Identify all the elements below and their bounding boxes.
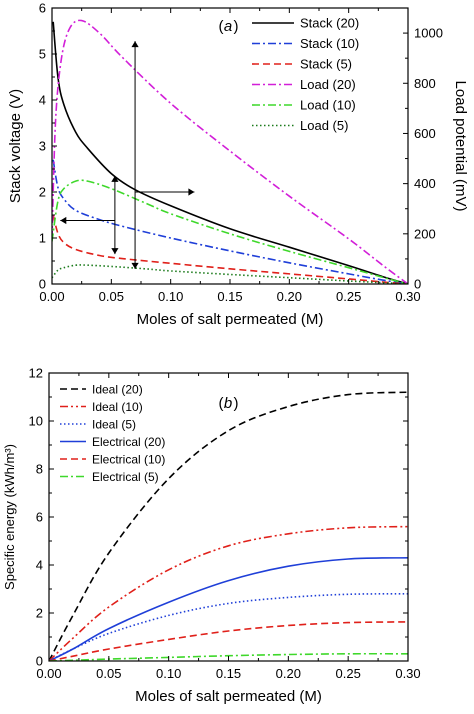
- arrowhead-up: [111, 175, 119, 182]
- y-axis-label: Specific energy (kWh/m³): [2, 444, 17, 590]
- y-tick-label: 5: [39, 47, 46, 62]
- series-line-stack-5: [52, 214, 408, 284]
- y-tick-label: 0: [36, 654, 43, 669]
- panel-paren-close: ): [234, 395, 239, 412]
- y-axis-label: Stack voltage (V): [7, 89, 24, 203]
- legend-label: Ideal (5): [92, 418, 136, 432]
- x-tick-label: 0.30: [395, 666, 420, 681]
- arrowhead-down: [131, 262, 139, 269]
- y-tick-label: 3: [39, 139, 46, 154]
- arrowhead: [60, 216, 67, 225]
- x-tick-label: 0.15: [217, 289, 242, 304]
- y-tick-label: 6: [39, 1, 46, 16]
- panel-a-chart: 0.00 0.05 0.10 0.15 0.20 0.25 0.30012345602004…: [7, 1, 469, 329]
- series-group: [49, 391, 408, 661]
- series-line-ideal-10: [49, 525, 408, 661]
- y2-tick-label: 200: [414, 226, 436, 241]
- series-group: [52, 19, 408, 284]
- x-tick-label: 0.10: [156, 666, 181, 681]
- legend-label: Electrical (20): [92, 435, 165, 449]
- y-tick-label: 4: [39, 93, 46, 108]
- legend: Stack (20) Stack (10) Stack (5) Load (20) Lo…: [252, 16, 359, 133]
- x-tick-label: 0.30: [395, 289, 420, 304]
- x-axis-label: Moles of salt permeated (M): [137, 311, 324, 328]
- x-tick-label: 0.20: [277, 289, 302, 304]
- x-tick-label: 0.15: [216, 666, 241, 681]
- series-line-electrical-10: [49, 621, 408, 661]
- panel-paren-open: (: [219, 395, 224, 412]
- legend-label: Stack (20): [300, 16, 359, 31]
- x-tick-label: 0.00: [36, 666, 61, 681]
- legend: Ideal (20) Ideal (10) Ideal (5) Electrical …: [60, 383, 165, 484]
- legend-label: Load (20): [300, 77, 356, 92]
- x-tick-label: 0.10: [158, 289, 183, 304]
- series-line-ideal-5: [49, 593, 408, 661]
- series-line-electrical-5: [49, 652, 408, 661]
- y-tick-label: 2: [39, 185, 46, 200]
- y2-tick-label: 800: [414, 76, 436, 91]
- series-line-stack-20: [52, 21, 408, 284]
- panel-paren-open: (: [219, 18, 224, 35]
- y-tick-label: 8: [36, 462, 43, 477]
- arrowhead-up: [131, 41, 139, 48]
- panel-letter: b: [224, 395, 232, 412]
- y-tick-label: 1: [39, 231, 46, 246]
- y-tick-label: 12: [29, 366, 43, 381]
- series-line-load-5: [52, 264, 408, 284]
- legend-label: Electrical (10): [92, 453, 165, 467]
- legend-label: Load (5): [300, 118, 348, 133]
- legend-label: Load (10): [300, 98, 356, 113]
- arrowhead: [188, 188, 195, 196]
- x-tick-label: 0.05: [96, 666, 121, 681]
- legend-label: Ideal (20): [92, 383, 143, 397]
- series-line-load-10: [52, 179, 408, 284]
- series-line-ideal-20: [49, 391, 408, 661]
- x-tick-label: 0.20: [276, 666, 301, 681]
- legend-label: Electrical (5): [92, 470, 159, 484]
- panel-paren-close: ): [234, 18, 239, 35]
- y-tick-label: 4: [36, 558, 43, 573]
- y2-tick-label: 600: [414, 126, 436, 141]
- series-line-stack-10: [52, 159, 408, 284]
- panel-b-chart: 0.00 0.05 0.10 0.15 0.20 0.25 0.30 0 2 4 6 8 10 12 Mol…: [2, 366, 421, 706]
- arrowhead-down: [111, 248, 119, 255]
- panel-letter: a: [224, 18, 232, 35]
- x-axis-label: Moles of salt permeated (M): [135, 688, 322, 705]
- y2-tick-label: 1000: [414, 26, 443, 41]
- x-tick-label: 0.05: [99, 289, 124, 304]
- x-tick-label: 0.00: [39, 289, 64, 304]
- legend-label: Stack (10): [300, 36, 359, 51]
- y-tick-label: 10: [29, 414, 43, 429]
- legend-label: Stack (5): [300, 57, 352, 72]
- legend-label: Ideal (10): [92, 400, 143, 414]
- y-tick-label: 2: [36, 606, 43, 621]
- plot-frame: [48, 372, 409, 662]
- x-tick-label: 0.25: [336, 666, 361, 681]
- y2-axis-label: Load potential (mV): [452, 81, 469, 212]
- y-tick-label: 0: [39, 277, 46, 292]
- y-tick-label: 6: [36, 510, 43, 525]
- y2-tick-label: 400: [414, 176, 436, 191]
- y2-tick-label: 0: [414, 277, 421, 292]
- series-line-electrical-20: [49, 557, 408, 661]
- series-line-load-20: [52, 19, 408, 284]
- x-tick-label: 0.25: [336, 289, 361, 304]
